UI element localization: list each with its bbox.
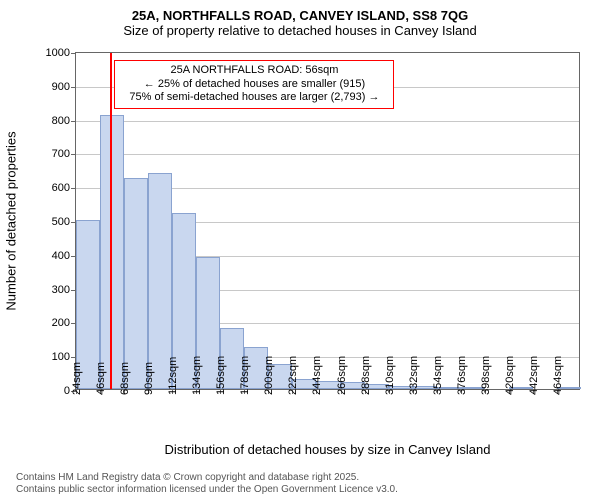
- xtick-label: 376sqm: [454, 356, 468, 395]
- histogram-bar: [124, 178, 148, 389]
- xtick-label: 112sqm: [165, 357, 179, 395]
- xtick-label: 420sqm: [502, 356, 516, 395]
- footer-attribution: Contains HM Land Registry data © Crown c…: [16, 472, 398, 496]
- property-marker-line: [110, 53, 112, 389]
- gridline-h: [76, 121, 579, 122]
- xtick-label: 222sqm: [285, 356, 299, 395]
- annotation-line: ← 25% of detached houses are smaller (91…: [121, 78, 387, 92]
- xtick-label: 266sqm: [334, 356, 348, 395]
- chart-container: 25A, NORTHFALLS ROAD, CANVEY ISLAND, SS8…: [0, 0, 600, 500]
- gridline-h: [76, 154, 579, 155]
- title-block: 25A, NORTHFALLS ROAD, CANVEY ISLAND, SS8…: [0, 0, 600, 38]
- xtick-label: 156sqm: [213, 356, 227, 395]
- xtick-label: 354sqm: [430, 356, 444, 395]
- xtick-label: 90sqm: [141, 362, 155, 395]
- xtick-label: 442sqm: [526, 356, 540, 395]
- footer-line-1: Contains HM Land Registry data © Crown c…: [16, 472, 398, 484]
- y-axis-label: Number of detached properties: [4, 131, 19, 310]
- xtick-label: 68sqm: [117, 362, 131, 395]
- plot-area: 0100200300400500600700800900100024sqm46s…: [75, 52, 580, 390]
- annotation-line: 25A NORTHFALLS ROAD: 56sqm: [121, 64, 387, 78]
- xtick-label: 288sqm: [358, 356, 372, 395]
- xtick-label: 332sqm: [406, 356, 420, 395]
- footer-line-2: Contains public sector information licen…: [16, 484, 398, 496]
- ytick-mark: [71, 121, 76, 122]
- xtick-label: 46sqm: [93, 362, 107, 395]
- xtick-label: 464sqm: [550, 356, 564, 395]
- xtick-label: 244sqm: [309, 356, 323, 395]
- x-axis-label: Distribution of detached houses by size …: [165, 442, 491, 457]
- ytick-mark: [71, 53, 76, 54]
- main-title: 25A, NORTHFALLS ROAD, CANVEY ISLAND, SS8…: [0, 8, 600, 23]
- annotation-line: 75% of semi-detached houses are larger (…: [121, 91, 387, 105]
- xtick-label: 24sqm: [69, 362, 83, 395]
- xtick-label: 398sqm: [478, 356, 492, 395]
- annotation-box: 25A NORTHFALLS ROAD: 56sqm← 25% of detac…: [114, 60, 394, 109]
- histogram-bar: [100, 115, 124, 389]
- sub-title: Size of property relative to detached ho…: [0, 23, 600, 38]
- ytick-mark: [71, 87, 76, 88]
- xtick-label: 310sqm: [382, 356, 396, 395]
- xtick-label: 134sqm: [189, 356, 203, 395]
- ytick-mark: [71, 188, 76, 189]
- xtick-label: 200sqm: [261, 356, 275, 395]
- ytick-mark: [71, 154, 76, 155]
- xtick-label: 178sqm: [237, 356, 251, 395]
